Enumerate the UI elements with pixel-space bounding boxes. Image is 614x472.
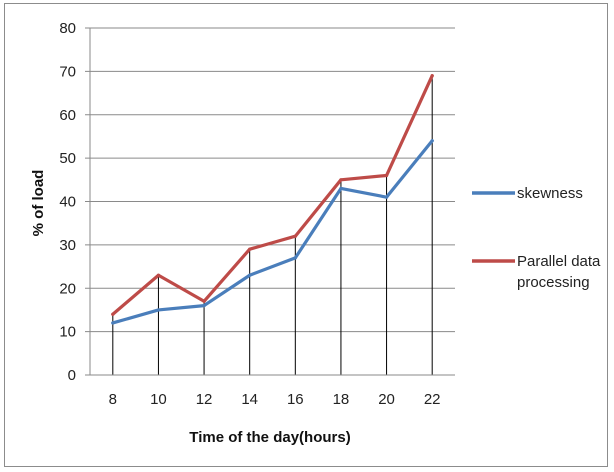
- y-tick-label: 0: [68, 367, 76, 384]
- data-point: [430, 139, 434, 143]
- x-tick-label: 14: [241, 391, 258, 408]
- data-point: [293, 256, 297, 260]
- x-tick-label: 12: [196, 391, 213, 408]
- series-lines: [111, 74, 434, 325]
- x-tick-label: 16: [287, 391, 304, 408]
- x-tick-label: 18: [333, 391, 350, 408]
- x-tick-labels: 8 10 12 14 16 18 20 22: [109, 391, 441, 408]
- data-point: [248, 273, 252, 277]
- data-point: [156, 308, 161, 312]
- x-tick-label: 22: [424, 391, 441, 408]
- y-tick-label: 60: [59, 107, 76, 124]
- data-point: [111, 321, 115, 325]
- legend-label: skewness: [517, 185, 583, 202]
- y-tick-label: 40: [59, 194, 76, 211]
- data-point: [156, 273, 161, 277]
- y-tick-label: 10: [59, 324, 76, 341]
- data-point: [339, 186, 343, 191]
- y-tick-label: 30: [59, 237, 76, 254]
- data-point: [293, 234, 297, 238]
- y-tick-label: 20: [59, 280, 76, 297]
- data-point: [339, 178, 343, 182]
- y-tick-label: 80: [59, 20, 76, 37]
- y-tick-label: 50: [59, 150, 76, 167]
- data-point: [384, 195, 389, 199]
- chart-frame: [4, 3, 608, 467]
- x-tick-label: 20: [378, 391, 395, 408]
- legend-label-line: skewness: [517, 185, 583, 202]
- drop-lines: [112, 75, 433, 375]
- data-point: [248, 247, 252, 251]
- series-line-0: [111, 139, 434, 325]
- data-point: [111, 312, 115, 316]
- legend-label-line: processing: [517, 274, 590, 291]
- legend-label: Parallel data processing: [517, 253, 601, 291]
- series-line-1: [111, 74, 434, 316]
- gridlines: [85, 27, 455, 376]
- x-tick-label: 10: [150, 391, 167, 408]
- y-tick-labels: 0 10 20 30 40 50 60 70 80: [59, 20, 76, 384]
- y-tick-label: 70: [59, 63, 76, 80]
- y-axis-title: % of load: [30, 170, 47, 237]
- data-point: [430, 74, 434, 78]
- data-point: [202, 299, 206, 303]
- data-point: [384, 173, 389, 178]
- data-point: [202, 304, 206, 308]
- legend: skewness Parallel data processing: [472, 185, 601, 291]
- legend-label-line: Parallel data: [517, 253, 601, 270]
- axes: [89, 28, 455, 376]
- x-tick-label: 8: [109, 391, 117, 408]
- x-axis-title: Time of the day(hours): [189, 429, 350, 446]
